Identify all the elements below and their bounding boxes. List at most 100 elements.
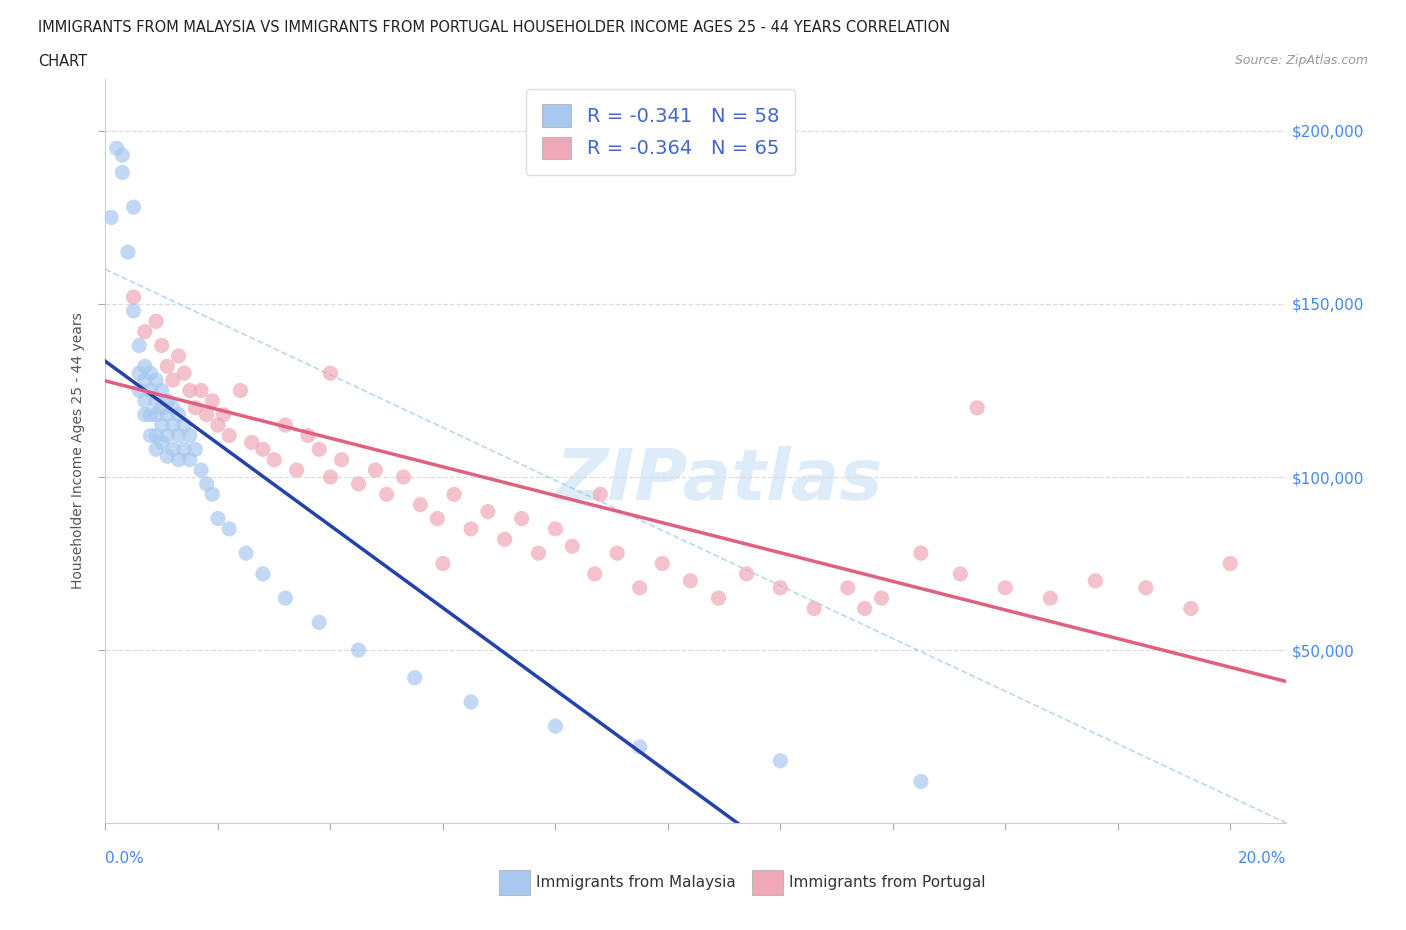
Point — [167, 428, 190, 443]
Point — [589, 487, 612, 502]
Point — [409, 498, 432, 512]
Point — [252, 442, 274, 457]
Point — [910, 546, 932, 561]
Point — [628, 580, 651, 595]
Point — [207, 512, 229, 526]
Point — [583, 566, 606, 581]
Point — [162, 400, 184, 415]
Point — [544, 522, 567, 537]
Point — [150, 418, 173, 432]
Point — [1084, 574, 1107, 589]
Point — [769, 580, 792, 595]
Point — [173, 365, 195, 380]
Point — [111, 165, 134, 179]
Point — [139, 383, 162, 398]
Point — [510, 512, 533, 526]
Point — [218, 428, 240, 443]
Point — [240, 435, 263, 450]
Point — [201, 393, 224, 408]
Text: 0.0%: 0.0% — [105, 851, 145, 866]
Point — [156, 449, 179, 464]
Point — [179, 383, 201, 398]
Text: IMMIGRANTS FROM MALAYSIA VS IMMIGRANTS FROM PORTUGAL HOUSEHOLDER INCOME AGES 25 : IMMIGRANTS FROM MALAYSIA VS IMMIGRANTS F… — [38, 20, 950, 35]
Point — [190, 383, 212, 398]
Point — [162, 418, 184, 432]
Point — [139, 428, 162, 443]
Point — [173, 442, 195, 457]
Point — [122, 289, 145, 304]
Point — [128, 365, 150, 380]
Point — [910, 774, 932, 789]
Text: ZIPatlas: ZIPatlas — [555, 446, 883, 515]
Point — [432, 556, 454, 571]
Point — [308, 442, 330, 457]
Point — [122, 200, 145, 215]
Point — [190, 462, 212, 477]
Point — [319, 470, 342, 485]
Point — [145, 407, 167, 422]
Point — [128, 383, 150, 398]
Point — [145, 428, 167, 443]
Text: 20.0%: 20.0% — [1239, 851, 1286, 866]
Point — [207, 418, 229, 432]
Point — [285, 462, 308, 477]
Point — [628, 739, 651, 754]
Text: Source: ZipAtlas.com: Source: ZipAtlas.com — [1234, 54, 1368, 67]
Point — [229, 383, 252, 398]
Point — [117, 245, 139, 259]
Point — [145, 373, 167, 388]
Point — [150, 435, 173, 450]
Point — [443, 487, 465, 502]
Point — [167, 349, 190, 364]
Point — [134, 407, 156, 422]
Point — [803, 601, 825, 616]
Point — [404, 671, 426, 685]
Point — [156, 407, 179, 422]
Point — [167, 407, 190, 422]
Point — [134, 325, 156, 339]
Point — [145, 442, 167, 457]
Point — [134, 359, 156, 374]
Text: CHART: CHART — [38, 54, 87, 69]
Point — [195, 407, 218, 422]
Point — [195, 476, 218, 491]
Point — [949, 566, 972, 581]
Point — [330, 452, 353, 467]
Point — [769, 753, 792, 768]
Point — [134, 393, 156, 408]
Point — [1039, 591, 1062, 605]
Point — [966, 400, 988, 415]
Point — [156, 428, 179, 443]
Point — [707, 591, 730, 605]
Point — [263, 452, 285, 467]
Point — [347, 643, 370, 658]
Point — [145, 393, 167, 408]
Point — [274, 418, 297, 432]
Point — [111, 148, 134, 163]
Text: Immigrants from Portugal: Immigrants from Portugal — [789, 875, 986, 890]
Point — [235, 546, 257, 561]
Point — [651, 556, 673, 571]
Point — [606, 546, 628, 561]
Point — [150, 383, 173, 398]
Point — [319, 365, 342, 380]
Point — [156, 393, 179, 408]
Point — [837, 580, 859, 595]
Point — [212, 407, 235, 422]
Point — [1135, 580, 1157, 595]
Point — [426, 512, 449, 526]
Point — [139, 407, 162, 422]
Point — [128, 339, 150, 353]
Point — [134, 373, 156, 388]
Point — [145, 313, 167, 328]
Point — [375, 487, 398, 502]
Point — [173, 418, 195, 432]
Text: Immigrants from Malaysia: Immigrants from Malaysia — [536, 875, 735, 890]
Point — [494, 532, 516, 547]
Point — [105, 140, 128, 155]
Point — [111, 37, 134, 52]
Point — [994, 580, 1017, 595]
Point — [179, 428, 201, 443]
Legend: R = -0.341   N = 58, R = -0.364   N = 65: R = -0.341 N = 58, R = -0.364 N = 65 — [526, 88, 794, 175]
Point — [347, 476, 370, 491]
